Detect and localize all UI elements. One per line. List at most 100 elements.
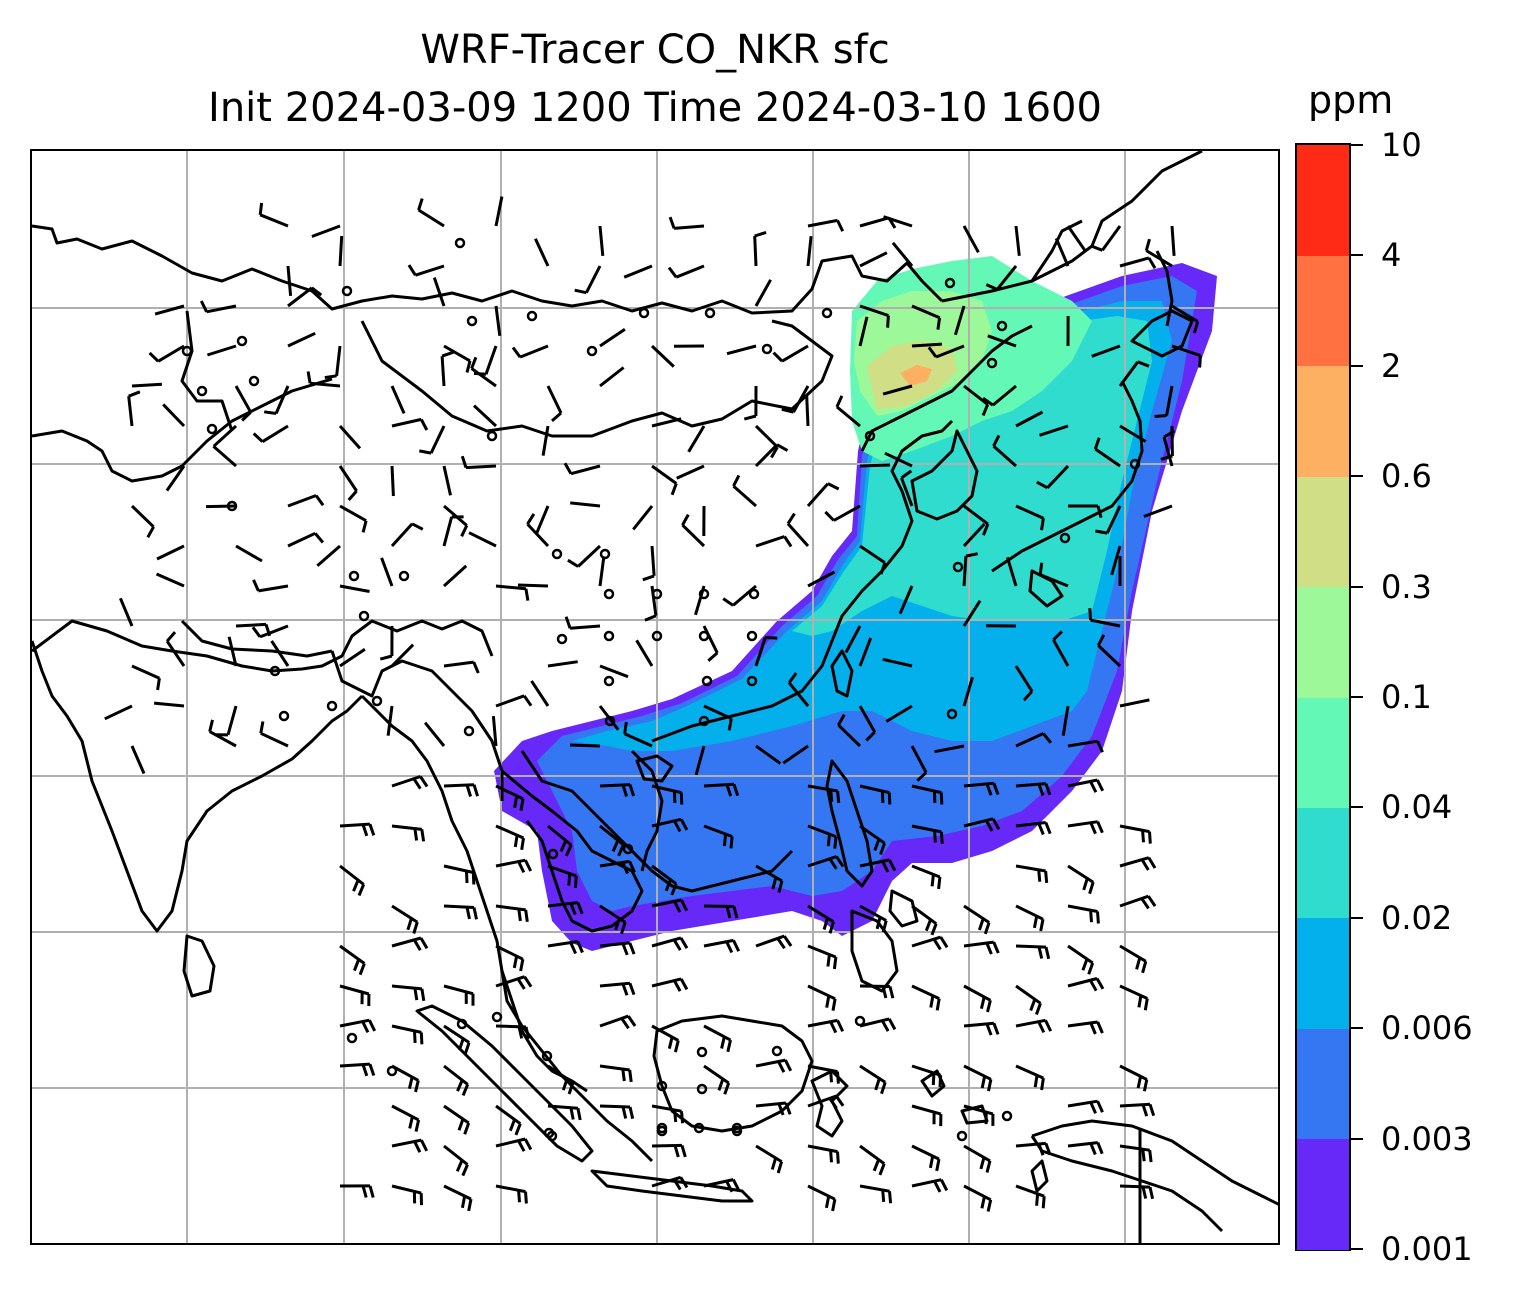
wind-barb <box>495 784 525 811</box>
wind-barb <box>339 864 366 897</box>
wind-barb <box>1119 1184 1155 1200</box>
colorbar-tick-label: 0.1 <box>1381 678 1432 716</box>
wind-barb <box>1015 1018 1053 1034</box>
calm-wind-circle <box>463 725 475 737</box>
south-china-coast <box>651 419 954 743</box>
wind-barb <box>443 1104 471 1135</box>
wind-barb <box>391 1024 424 1045</box>
wind-barb <box>963 504 990 536</box>
calm-wind-circle <box>1001 1110 1013 1122</box>
calm-wind-circle <box>603 630 615 642</box>
borneo <box>652 1014 814 1133</box>
wind-barb <box>668 216 705 230</box>
india-north-border <box>32 619 494 673</box>
colorbar-tick-label: 0.02 <box>1381 898 1453 937</box>
calm-wind-circle <box>731 1122 743 1134</box>
wind-barb <box>495 1184 528 1204</box>
wind-barb <box>472 404 498 428</box>
wind-barb <box>963 1144 992 1173</box>
wind-barb <box>339 584 370 593</box>
calm-wind-circle <box>196 385 208 397</box>
calm-wind-circle <box>586 345 598 357</box>
wind-barb <box>963 1064 993 1092</box>
calm-wind-circle <box>761 343 773 355</box>
calm-wind-circle <box>326 700 338 712</box>
calm-wind-circle <box>854 1015 866 1027</box>
wind-barb <box>391 1104 421 1132</box>
wind-barb <box>726 344 757 356</box>
wind-barb <box>985 265 1018 291</box>
wind-barb <box>859 251 888 268</box>
wind-barb <box>963 1021 1000 1036</box>
calm-wind-circle <box>696 1046 708 1058</box>
colorbar <box>1295 143 1351 1251</box>
wind-barb <box>837 713 862 748</box>
wind-barb <box>148 344 185 363</box>
wind-barb <box>962 552 978 587</box>
calm-wind-circle <box>456 1018 468 1030</box>
wind-barb <box>495 1104 522 1136</box>
wind-barb <box>807 1094 845 1110</box>
wind-barb <box>495 904 529 922</box>
wind-barb <box>443 660 480 674</box>
wind-barb <box>755 864 784 893</box>
wind-barb <box>1162 429 1176 467</box>
wind-barb <box>1119 698 1150 708</box>
wind-barb <box>1067 864 1095 895</box>
wind-barb <box>782 744 809 765</box>
wind-barb <box>127 390 141 427</box>
wind-barb <box>391 984 426 1002</box>
colorbar-tick <box>1351 254 1363 257</box>
wind-barb <box>130 504 155 539</box>
wind-barb <box>443 1024 471 1055</box>
wind-barb <box>963 384 990 416</box>
calm-wind-circle <box>746 630 758 642</box>
wind-barb <box>1015 1141 1052 1156</box>
wind-barb <box>599 824 625 857</box>
wind-barb <box>599 328 626 348</box>
wind-barb <box>339 648 366 668</box>
wind-barb <box>212 445 237 468</box>
wind-barb <box>703 1178 741 1193</box>
calm-wind-circle <box>556 633 568 645</box>
calm-wind-circle <box>1059 532 1071 544</box>
wind-barb <box>859 304 890 328</box>
wind-barb <box>1067 778 1105 793</box>
wind-barb <box>651 784 684 805</box>
wind-barb <box>547 660 578 668</box>
colorbar-tick-label: 0.3 <box>1381 567 1432 606</box>
wind-barb <box>1170 225 1176 257</box>
wind-barb <box>1091 344 1121 358</box>
wind-barb <box>884 451 913 468</box>
wind-barb <box>1144 238 1173 268</box>
himalaya-border <box>180 619 333 658</box>
wind-barb <box>667 264 705 279</box>
calm-wind-circle <box>651 588 663 600</box>
calm-wind-circle <box>622 843 634 855</box>
wind-barb <box>859 824 887 856</box>
wind-barb <box>807 855 845 870</box>
wind-barb <box>1090 225 1122 252</box>
wind-barb <box>470 356 497 388</box>
wind-barb <box>911 1144 941 1172</box>
wind-barb <box>992 434 1017 468</box>
wind-barb <box>547 940 584 955</box>
wind-barb <box>1110 545 1122 576</box>
wind-barb <box>755 1101 792 1116</box>
wind-barb <box>165 631 186 667</box>
wind-barb <box>934 744 965 754</box>
wind-barb <box>898 585 914 615</box>
calm-wind-circle <box>696 1083 708 1095</box>
colorbar-segment <box>1297 1138 1349 1250</box>
wind-barb <box>259 721 289 748</box>
wind-barb <box>1015 984 1042 1016</box>
wind-barb <box>442 465 452 496</box>
wind-barb <box>807 1064 840 1084</box>
wind-barb <box>569 743 601 748</box>
wind-barb <box>599 859 636 875</box>
wind-barb <box>807 944 838 970</box>
colorbar-tick <box>1351 475 1363 478</box>
wind-barb <box>962 599 982 627</box>
tracer-shading <box>494 256 1217 951</box>
wind-barb <box>911 904 938 936</box>
